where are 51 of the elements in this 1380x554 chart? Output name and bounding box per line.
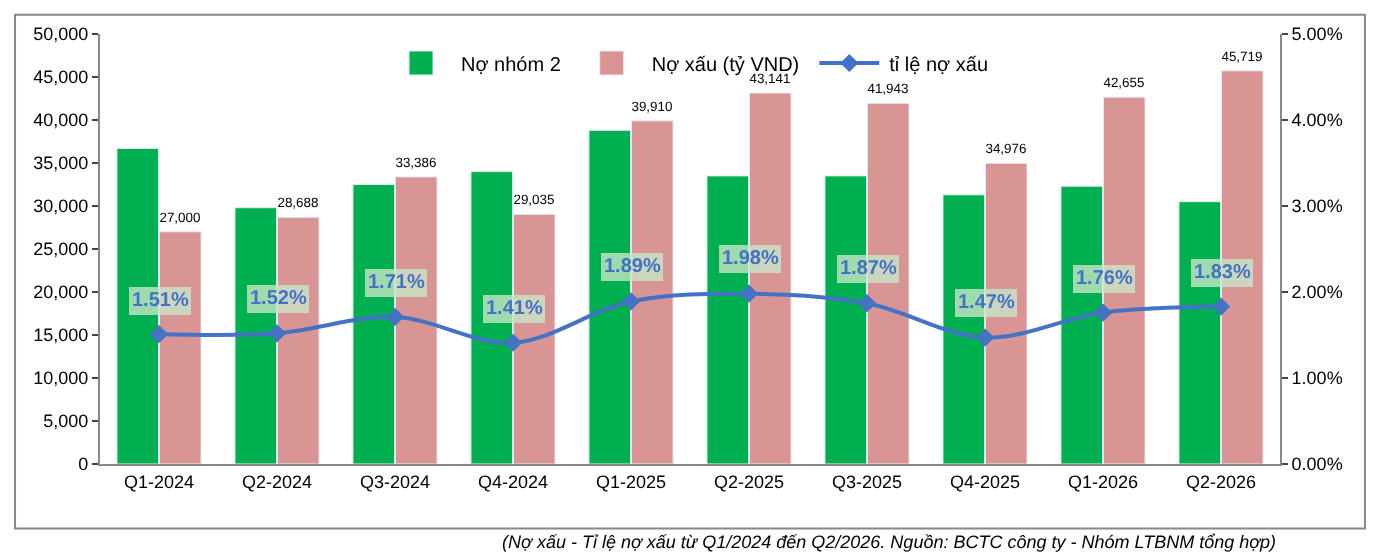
data-label: 1.89%: [604, 256, 661, 278]
x-tick-label: Q1-2026: [1067, 471, 1139, 492]
y2-tick-label: 2.00%: [1291, 282, 1343, 303]
y-tick-label: 10,000: [33, 368, 89, 389]
point: [267, 324, 287, 343]
point: [149, 325, 169, 344]
legend-label: Nợ nhóm 2: [461, 54, 562, 77]
y-tick-label: 5,000: [43, 411, 89, 432]
point: [1211, 297, 1231, 316]
y-tick-label: 20,000: [33, 282, 89, 303]
x-tick-label: Q1-2024: [123, 471, 195, 492]
data-label: 1.87%: [840, 258, 897, 280]
y-tick-label: 25,000: [33, 239, 89, 260]
data-label: 1.51%: [132, 290, 189, 312]
data-label: 1.52%: [250, 288, 307, 310]
y-tick-label: 30,000: [33, 196, 89, 217]
data-label: 1.71%: [368, 272, 425, 294]
x-tick-label: Q2-2025: [713, 471, 785, 492]
legend-label: tỉ lệ nợ xấu: [889, 54, 989, 77]
y2-tick-label: 1.00%: [1291, 368, 1343, 389]
x-tick-label: Q2-2024: [241, 471, 313, 492]
x-tick-label: Q4-2024: [477, 471, 549, 492]
x-tick-label: Q1-2025: [595, 471, 667, 492]
data-label: 1.41%: [486, 298, 543, 320]
x-tick-label: Q4-2025: [949, 471, 1021, 492]
y-tick-label: 35,000: [33, 153, 89, 174]
point: [739, 284, 759, 303]
y-tick-label: 40,000: [33, 110, 89, 131]
y-tick-label: 50,000: [33, 24, 89, 45]
y2-tick-label: 0.00%: [1291, 454, 1343, 475]
x-tick-label: Q3-2024: [359, 471, 431, 492]
point: [1093, 303, 1113, 322]
y-tick-label: 0: [78, 454, 89, 475]
x-tick-label: Q3-2025: [831, 471, 903, 492]
x-tick-label: Q2-2026: [1185, 471, 1257, 492]
point: [503, 333, 523, 352]
point: [621, 292, 641, 311]
y-tick-label: 45,000: [33, 67, 89, 88]
legend-label: Nợ xấu (tỷ VND): [651, 54, 800, 77]
y2-tick-label: 4.00%: [1291, 110, 1343, 131]
data-label: 1.76%: [1076, 268, 1133, 290]
y2-tick-label: 5.00%: [1291, 24, 1343, 45]
data-label: 1.47%: [958, 292, 1015, 314]
point: [385, 307, 405, 327]
point: [857, 294, 877, 313]
point: [975, 328, 995, 347]
text: (Nợ xấu - Tỉ lệ nợ xấu từ Q1/2024 đến Q2/2026. Nguồn: BCTC công ty - Nhóm LTBNM tổng hợp): [502, 532, 1277, 552]
y-tick-label: 15,000: [33, 325, 89, 346]
y2-tick-label: 3.00%: [1291, 196, 1343, 217]
data-label: 1.83%: [1194, 262, 1251, 284]
data-label: 1.98%: [722, 248, 779, 270]
